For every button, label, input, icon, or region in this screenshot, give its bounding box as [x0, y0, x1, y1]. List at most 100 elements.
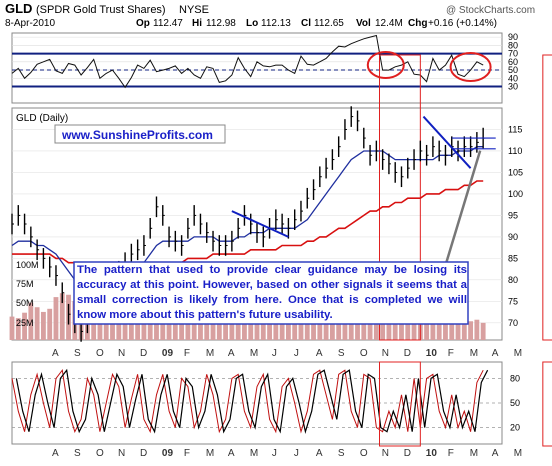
- volume-bar: [110, 316, 115, 340]
- volume-bar: [34, 307, 40, 340]
- rsi-tick-label: 80: [508, 40, 518, 50]
- stoch-highlight-window: [542, 361, 552, 447]
- volume-bar: [154, 316, 159, 340]
- stoch-month-label: N: [382, 448, 389, 459]
- annotation-text-container: The pattern that used to provide clear g…: [77, 264, 467, 321]
- month-label: O: [360, 348, 368, 359]
- annotation-text: The pattern that used to provide clear g…: [77, 264, 467, 321]
- volume-bar: [361, 316, 367, 340]
- month-label: M: [514, 348, 522, 359]
- stoch-month-label: M: [514, 448, 522, 459]
- volume-bar: [185, 318, 191, 340]
- stoch-month-label: O: [96, 448, 104, 459]
- price-tick-label: 110: [508, 146, 522, 156]
- op-label: Op: [136, 18, 150, 29]
- month-label: A: [316, 348, 323, 359]
- volume-bar: [474, 319, 480, 340]
- price-tick-label: 90: [508, 232, 518, 242]
- volume-bar: [279, 316, 285, 340]
- lo-label: Lo: [246, 18, 258, 29]
- stoch-month-label: M: [470, 448, 478, 459]
- month-label: N: [118, 348, 125, 359]
- month-label: F: [184, 348, 190, 359]
- volume-bar: [166, 320, 172, 340]
- price-tick-label: 100: [508, 189, 523, 199]
- trendline: [231, 210, 289, 238]
- volume-bar: [449, 321, 455, 340]
- volume-bar: [147, 311, 153, 340]
- stoch-tick-label: 80: [510, 373, 520, 383]
- stoch-month-label: D: [140, 448, 147, 459]
- cl-value: 112.65: [314, 18, 344, 29]
- stoch-month-label: S: [74, 448, 81, 459]
- volume-bar: [468, 321, 474, 340]
- price-tick-label: 75: [508, 296, 518, 306]
- month-label: S: [338, 348, 345, 359]
- rsi-tick-label: 70: [508, 49, 518, 59]
- month-label: D: [404, 348, 411, 359]
- volume-bar: [191, 316, 197, 340]
- watermark-text: www.SunshineProfits.com: [61, 128, 213, 142]
- price-tick-label: 95: [508, 210, 518, 220]
- volume-bar: [311, 312, 316, 340]
- trendline: [422, 115, 472, 169]
- stoch-month-label: A: [316, 448, 323, 459]
- price-tick-label: 105: [508, 167, 523, 177]
- month-label: J: [272, 348, 277, 359]
- rsi-tick-label: 40: [508, 73, 518, 83]
- volume-bar: [430, 315, 436, 340]
- stoch-month-label: 09: [162, 448, 174, 459]
- volume-bar: [267, 320, 272, 340]
- stoch-month-label: F: [448, 448, 454, 459]
- stoch-month-label: 10: [426, 448, 438, 459]
- op-value: 112.47: [153, 18, 183, 29]
- volume-bar: [273, 318, 279, 340]
- volume-bar: [172, 322, 178, 340]
- stoch-month-label: A: [52, 448, 59, 459]
- price-tick-label: 85: [508, 253, 518, 263]
- highlight-window: [542, 54, 552, 341]
- volume-bar: [248, 319, 254, 340]
- stoch-month-label: F: [184, 448, 190, 459]
- volume-bar: [216, 324, 222, 340]
- volume-bar: [9, 316, 15, 340]
- stoch-month-label: D: [404, 448, 411, 459]
- vol-value: 12.4M: [375, 18, 403, 29]
- chg-value: +0.16 (+0.14%): [428, 18, 497, 29]
- volume-bar: [355, 315, 360, 340]
- volume-bar: [405, 322, 411, 340]
- stoch-month-label: M: [206, 448, 214, 459]
- stochastic-panel: 20 50 80 A S O N D 09 F M A M J J A S O N D 10 F M A M: [11, 361, 552, 459]
- chg-label: Chg: [408, 18, 427, 29]
- volume-bar: [103, 313, 109, 340]
- volume-bar: [40, 311, 46, 340]
- price-tick-label: 80: [508, 275, 518, 285]
- stoch-month-label: S: [338, 448, 345, 459]
- volume-bar: [443, 319, 448, 340]
- volume-bar: [223, 322, 229, 340]
- volume-bar: [304, 315, 310, 340]
- volume-bar: [292, 321, 298, 340]
- volume-bar: [399, 321, 404, 340]
- stoch-month-label: M: [250, 448, 258, 459]
- month-label: 10: [426, 348, 438, 359]
- hi-label: Hi: [192, 18, 202, 29]
- stoch-tick-label: 20: [510, 423, 520, 433]
- cl-label: Cl: [301, 18, 311, 29]
- stoch-month-label: J: [294, 448, 299, 459]
- symbol-text: GLD: [5, 1, 32, 16]
- volume-bar: [336, 310, 342, 340]
- stoch-month-label: J: [272, 448, 277, 459]
- price-panel-label: GLD (Daily): [16, 113, 68, 124]
- month-label: F: [448, 348, 454, 359]
- chart-header: GLD (SPDR Gold Trust Shares) NYSE @ Stoc…: [5, 1, 535, 29]
- volume-bar: [22, 312, 27, 340]
- month-label: S: [74, 348, 81, 359]
- rsi-tick-label: 50: [508, 65, 518, 75]
- volume-bar: [97, 311, 103, 340]
- volume-bar: [380, 316, 386, 340]
- volume-bar: [348, 313, 354, 340]
- volume-bar: [298, 318, 304, 340]
